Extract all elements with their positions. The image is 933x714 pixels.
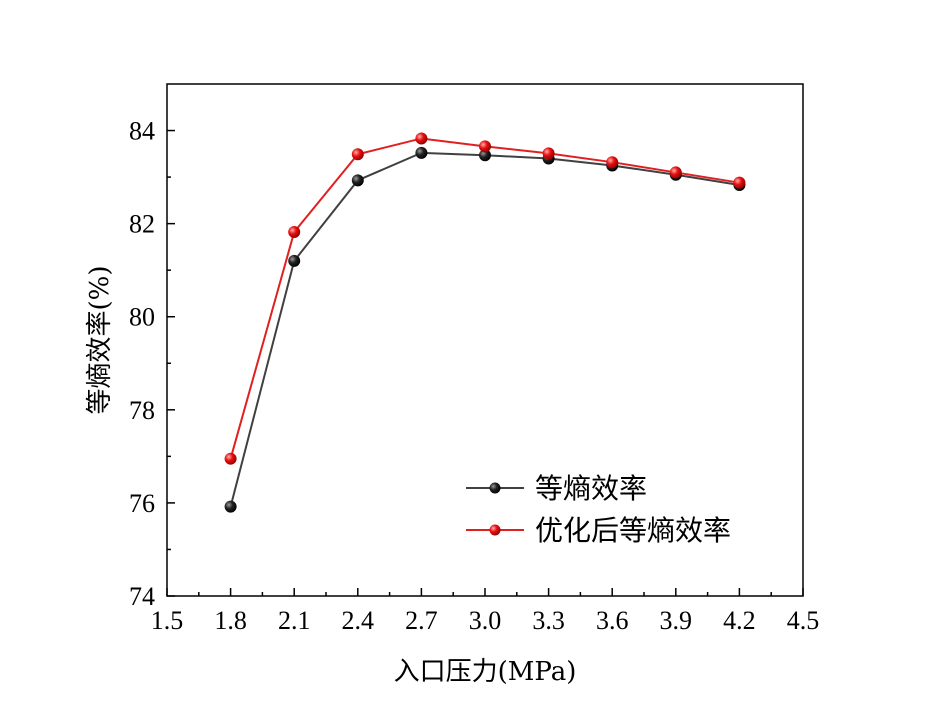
y-tick-label: 76: [129, 489, 155, 518]
data-point-series-2: [224, 452, 237, 465]
x-tick-label: 2.7: [405, 606, 438, 635]
data-point-series-2: [669, 166, 682, 179]
x-tick-label: 4.2: [723, 606, 756, 635]
series-layer: [224, 132, 746, 513]
x-tick-label: 3.9: [660, 606, 693, 635]
x-axis-ticks: 1.5 1.8 2.1 2.4 2.7 3.0 3.3 3.6 3.9 4.2 4.5: [151, 588, 820, 635]
data-point-series-2: [415, 132, 428, 145]
data-point-series-1: [479, 149, 491, 162]
data-point-series-1: [351, 174, 364, 187]
series-line-2: [229, 137, 740, 459]
x-tick-label: 1.8: [214, 606, 247, 635]
y-tick-label: 74: [129, 582, 155, 611]
legend: 等熵效率 优化后等熵效率: [466, 472, 731, 547]
legend-marker-series-2: [489, 524, 501, 536]
x-tick-label: 3.0: [469, 606, 502, 635]
data-point-series-2: [542, 147, 555, 160]
x-tick-label: 4.5: [787, 606, 820, 635]
x-tick-label: 3.6: [596, 606, 629, 635]
data-point-series-2: [606, 156, 619, 169]
x-tick-label: 2.4: [342, 606, 375, 635]
legend-marker-series-1: [489, 482, 501, 494]
x-tick-label: 2.1: [278, 606, 311, 635]
y-tick-label: 82: [129, 210, 155, 239]
data-point-series-2: [288, 226, 301, 239]
series-line-1: [229, 151, 740, 507]
legend-label-series-2: 优化后等熵效率: [535, 514, 731, 547]
y-tick-label: 78: [129, 396, 155, 425]
x-tick-label: 3.3: [532, 606, 565, 635]
data-point-series-1: [415, 146, 428, 159]
data-point-series-1: [288, 254, 301, 267]
data-point-series-2: [733, 176, 746, 189]
y-axis-ticks: 74 76 78 80 82 84: [129, 117, 175, 611]
y-tick-label: 84: [129, 117, 155, 146]
data-point-series-1: [224, 500, 237, 513]
x-tick-label: 1.5: [151, 606, 184, 635]
x-axis-title: 入口压力(MPa): [394, 657, 577, 687]
legend-label-series-1: 等熵效率: [535, 472, 647, 505]
data-point-series-2: [351, 148, 364, 161]
data-point-series-2: [479, 140, 491, 153]
y-axis-title: 等熵效率(%): [85, 266, 115, 415]
y-tick-label: 80: [129, 303, 155, 332]
